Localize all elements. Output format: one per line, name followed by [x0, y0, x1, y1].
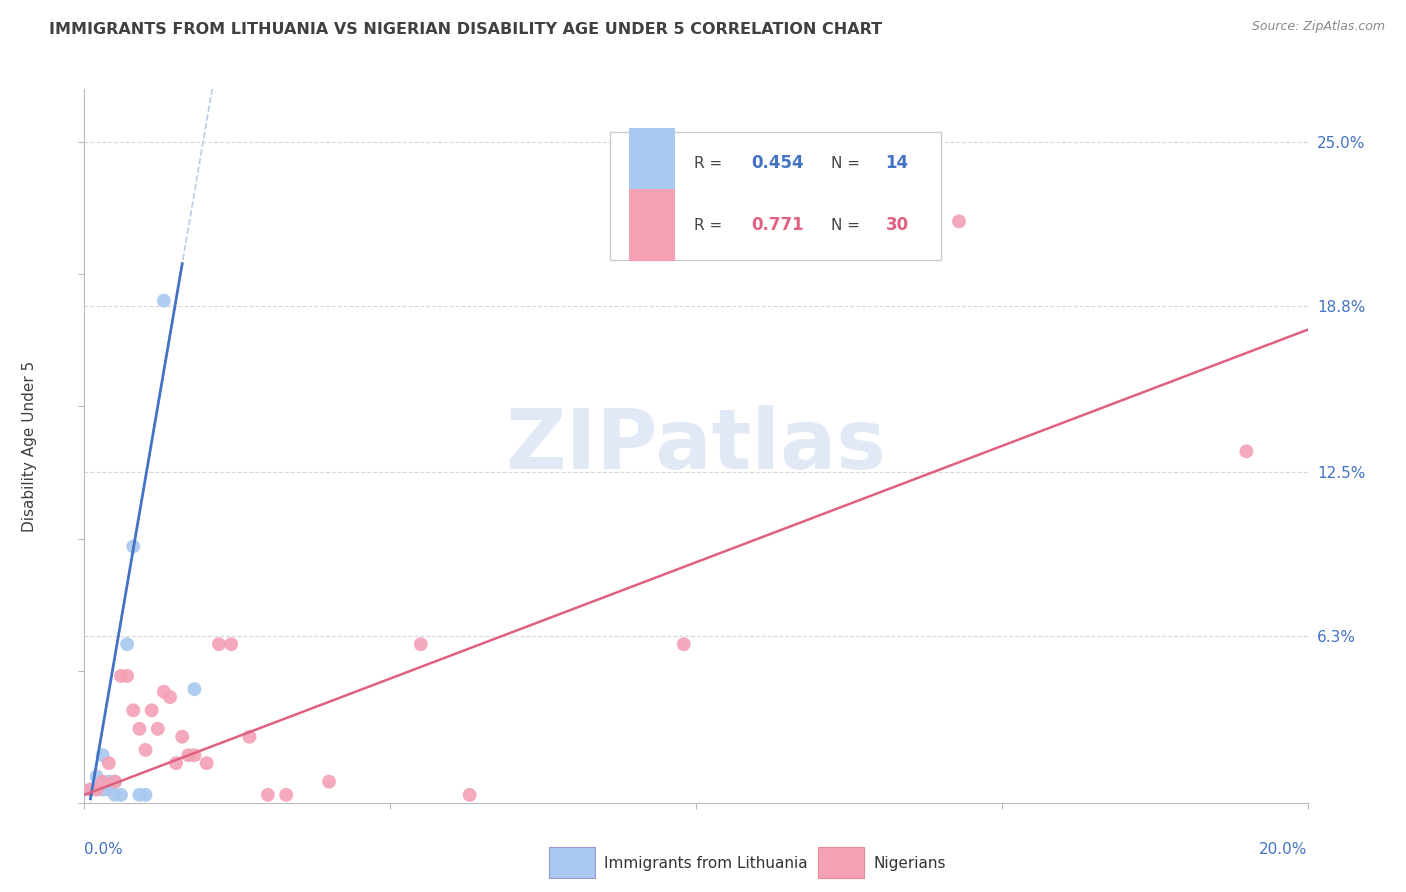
Text: Disability Age Under 5: Disability Age Under 5 [22, 360, 37, 532]
Point [672, 637, 695, 651]
Point [115, 637, 138, 651]
Point [409, 637, 432, 651]
Point [146, 722, 169, 736]
Point [110, 669, 132, 683]
Point [97, 782, 120, 797]
FancyBboxPatch shape [628, 189, 675, 260]
Text: 0.771: 0.771 [751, 216, 804, 234]
Text: N =: N = [831, 156, 865, 171]
Point [91, 782, 114, 797]
Text: Source: ZipAtlas.com: Source: ZipAtlas.com [1251, 20, 1385, 33]
FancyBboxPatch shape [818, 847, 865, 878]
Point [122, 540, 145, 554]
Point [208, 637, 231, 651]
Point [276, 788, 298, 802]
Point [91, 774, 114, 789]
FancyBboxPatch shape [550, 847, 595, 878]
FancyBboxPatch shape [610, 132, 941, 260]
Point [257, 788, 280, 802]
Point [159, 690, 181, 704]
Text: R =: R = [693, 156, 727, 171]
Point [172, 730, 194, 744]
Point [104, 774, 127, 789]
Point [104, 774, 127, 789]
Text: 0.454: 0.454 [751, 154, 804, 172]
Point [948, 214, 970, 228]
Text: Nigerians: Nigerians [873, 856, 946, 871]
Point [115, 669, 138, 683]
Point [97, 774, 120, 789]
Point [183, 682, 205, 697]
Point [122, 703, 145, 717]
Text: 14: 14 [886, 154, 908, 172]
Point [183, 748, 205, 763]
Point [128, 788, 150, 802]
Point [79, 782, 101, 797]
Text: Immigrants from Lithuania: Immigrants from Lithuania [605, 856, 808, 871]
Point [318, 774, 340, 789]
Point [128, 722, 150, 736]
Text: N =: N = [831, 218, 865, 233]
Point [141, 703, 163, 717]
Text: ZIPatlas: ZIPatlas [506, 406, 886, 486]
Point [177, 748, 200, 763]
Point [104, 788, 127, 802]
Point [195, 756, 218, 771]
Point [135, 743, 157, 757]
Text: R =: R = [693, 218, 727, 233]
Point [238, 730, 260, 744]
Point [110, 788, 132, 802]
Point [153, 685, 176, 699]
Point [79, 782, 101, 797]
Point [91, 748, 114, 763]
Point [86, 782, 108, 797]
Text: 30: 30 [886, 216, 908, 234]
Point [458, 788, 481, 802]
FancyBboxPatch shape [628, 128, 675, 199]
Text: IMMIGRANTS FROM LITHUANIA VS NIGERIAN DISABILITY AGE UNDER 5 CORRELATION CHART: IMMIGRANTS FROM LITHUANIA VS NIGERIAN DI… [49, 22, 883, 37]
Point [97, 756, 120, 771]
Text: 20.0%: 20.0% [1260, 842, 1308, 857]
Point [135, 788, 157, 802]
Point [86, 769, 108, 783]
Point [165, 756, 187, 771]
Text: 0.0%: 0.0% [84, 842, 124, 857]
Point [1236, 444, 1258, 458]
Point [153, 293, 176, 308]
Point [219, 637, 242, 651]
